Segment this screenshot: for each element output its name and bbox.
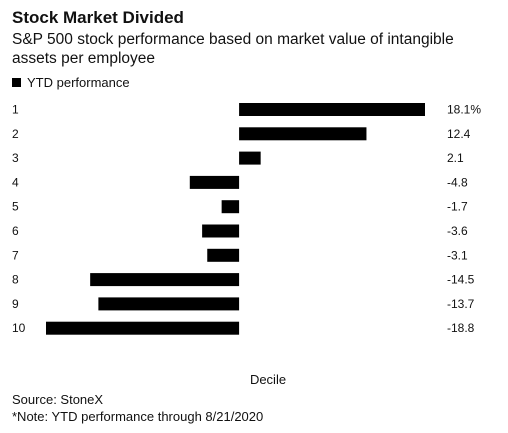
value-label-5: -1.7	[447, 200, 468, 214]
bar-decile-6	[202, 224, 240, 238]
x-axis-label: Decile	[249, 372, 287, 387]
category-label-7: 7	[12, 248, 19, 262]
legend: YTD performance	[12, 75, 130, 90]
value-label-3: 2.1	[447, 151, 464, 165]
bar-decile-1	[239, 103, 425, 116]
value-label-2: 12.4	[447, 127, 471, 141]
category-label-1: 1	[12, 103, 19, 117]
category-label-3: 3	[12, 151, 19, 165]
category-label-2: 2	[12, 127, 19, 141]
bar-decile-2	[239, 127, 367, 141]
value-label-6: -3.6	[447, 224, 468, 238]
bar-decile-10	[46, 321, 240, 335]
value-label-4: -4.8	[447, 175, 468, 189]
chart-title: Stock Market Divided	[12, 8, 184, 27]
bar-decile-5	[221, 200, 240, 214]
category-label-9: 9	[12, 297, 19, 311]
chart-subtitle: S&P 500 stock performance based on marke…	[12, 31, 454, 67]
source-note: Source: StoneX	[12, 392, 104, 407]
value-label-10: -18.8	[447, 321, 475, 335]
category-label-6: 6	[12, 224, 19, 238]
bar-decile-9	[98, 297, 240, 311]
bar-decile-3	[239, 151, 261, 165]
footnote: *Note: YTD performance through 8/21/2020	[12, 409, 264, 424]
value-label-9: -13.7	[447, 297, 475, 311]
category-label-10: 10	[12, 321, 26, 335]
category-label-5: 5	[12, 200, 19, 214]
category-label-4: 4	[12, 175, 19, 189]
value-label-8: -14.5	[447, 273, 475, 287]
legend-swatch	[12, 78, 21, 87]
value-label-7: -3.1	[447, 248, 468, 262]
legend-label: YTD performance	[27, 75, 130, 90]
bar-decile-4	[189, 175, 240, 189]
value-label-1: 18.1%	[447, 103, 481, 117]
bar-decile-8	[90, 273, 240, 287]
bar-chart: 1 18.1% 2 12.4 3 2.1 4 -4.8 5 -1.7 6 -3.6 7 -3.1 8 -14.…	[12, 103, 481, 336]
category-label-8: 8	[12, 273, 19, 287]
bar-decile-7	[207, 248, 240, 262]
